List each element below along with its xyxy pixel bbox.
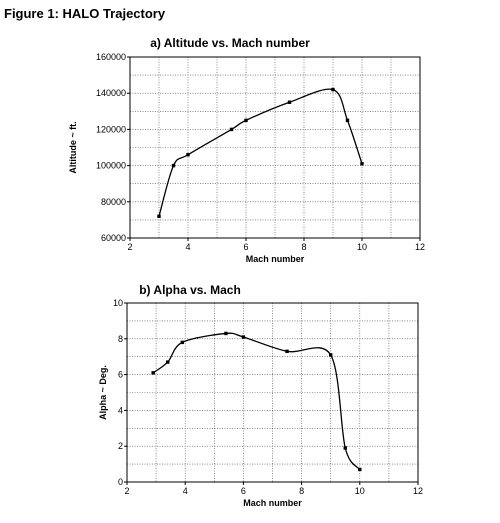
x-axis-label: Mach number	[243, 498, 302, 508]
chart-title: b) Alpha vs. Mach	[139, 283, 241, 297]
x-tick-label: 4	[183, 486, 188, 496]
y-tick-label: 60000	[101, 233, 126, 243]
data-point	[360, 162, 364, 166]
data-point	[241, 335, 246, 339]
y-tick-label: 10	[113, 298, 123, 308]
gridlines	[129, 56, 421, 239]
x-tick-label: 4	[185, 242, 190, 252]
data-point	[229, 127, 234, 132]
x-tick-label: 8	[301, 242, 306, 252]
gridlines	[126, 302, 419, 483]
y-tick-label: 120000	[96, 124, 126, 134]
data-point	[166, 360, 170, 364]
y-tick-label: 6	[118, 370, 123, 380]
chart-title: a) Altitude vs. Mach number	[150, 36, 310, 50]
y-tick-label: 80000	[101, 197, 126, 207]
x-tick-label: 12	[415, 242, 425, 252]
data-point	[171, 163, 176, 168]
series-line	[152, 332, 361, 470]
data-point	[287, 100, 292, 104]
y-tick-label: 140000	[96, 88, 126, 98]
x-tick-label: 2	[127, 242, 132, 252]
y-tick-label: 0	[118, 477, 123, 487]
x-tick-label: 8	[299, 486, 304, 496]
figure-title: Figure 1: HALO Trajectory	[4, 6, 166, 21]
data-point	[343, 446, 347, 450]
data-point	[358, 467, 362, 472]
x-tick-label: 10	[357, 242, 367, 252]
data-point	[151, 371, 155, 375]
data-point	[285, 349, 289, 354]
data-point	[224, 331, 228, 336]
x-axis-label: Mach number	[246, 254, 305, 264]
x-tick-label: 2	[124, 486, 129, 496]
plot-frame	[129, 56, 421, 239]
data-point	[329, 353, 333, 357]
x-tick-label: 6	[243, 242, 248, 252]
y-tick-label: 8	[118, 334, 123, 344]
data-point	[180, 340, 184, 345]
y-tick-label: 160000	[96, 52, 126, 62]
data-point	[331, 87, 335, 92]
y-tick-label: 100000	[96, 161, 126, 171]
y-tick-label: 4	[118, 405, 123, 415]
x-tick-label: 6	[241, 486, 246, 496]
y-axis-label: Altitude ~ ft.	[68, 121, 78, 173]
y-axis-label: Alpha ~ Deg.	[98, 365, 108, 420]
y-tick-label: 2	[118, 441, 123, 451]
x-tick-label: 10	[355, 486, 365, 496]
data-point	[186, 153, 190, 157]
series-line	[158, 88, 363, 217]
data-point	[244, 118, 248, 123]
plot-frame	[126, 302, 419, 483]
data-point	[345, 118, 350, 123]
chart-1: 2 4 6 8 10 12 60000 80000 100000 120000 140000 1600…	[68, 36, 425, 264]
data-point	[157, 214, 161, 218]
x-tick-label: 12	[413, 486, 423, 496]
